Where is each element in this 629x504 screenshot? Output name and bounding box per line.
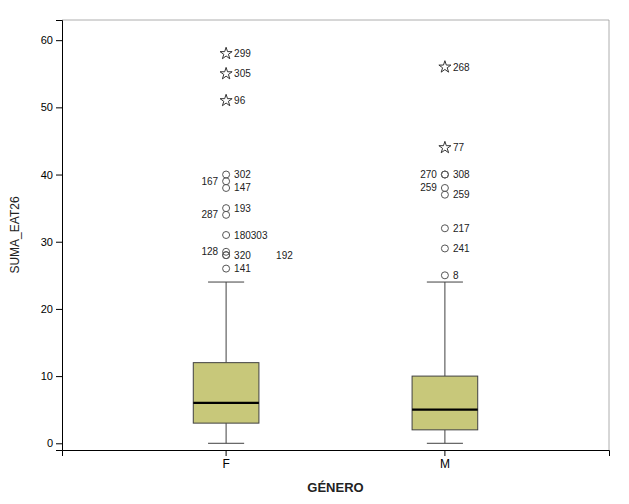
x-tick-label: F <box>222 457 229 471</box>
extreme-outlier-label: 305 <box>234 68 251 79</box>
box <box>193 363 259 423</box>
x-axis-line <box>63 451 610 457</box>
x-tick: M <box>440 450 450 471</box>
y-tick-mark <box>56 107 62 108</box>
x-axis: FM <box>63 450 610 471</box>
outlier-label: 287 <box>201 209 218 220</box>
outlier-label: 302 <box>234 169 251 180</box>
outlier <box>441 171 448 178</box>
y-tick-label: 0 <box>47 437 53 449</box>
y-tick: 50 <box>41 101 62 113</box>
y-tick: 60 <box>41 34 62 46</box>
frame-right <box>609 20 610 450</box>
whisker-high <box>444 282 445 376</box>
outlier-label: 259 <box>453 189 470 200</box>
x-tick-mark <box>444 450 445 456</box>
outlier-labels: 141 320 128 192 180303 193 287 147 167 302 96 305 29… <box>201 48 470 281</box>
outlier <box>223 252 230 259</box>
median <box>412 409 478 411</box>
outlier <box>441 225 448 232</box>
outlier <box>223 171 230 178</box>
outlier-label: 147 <box>234 182 251 193</box>
outlier-label: 320 <box>234 250 251 261</box>
x-tick: F <box>222 450 229 471</box>
outlier <box>441 191 448 198</box>
y-tick: 0 <box>47 437 62 449</box>
x-tick-mark <box>226 450 227 456</box>
outlier <box>223 178 230 185</box>
outlier-label: 193 <box>234 203 251 214</box>
outlier <box>441 171 448 178</box>
outlier-label: 270 <box>420 169 437 180</box>
y-tick-mark <box>56 309 62 310</box>
outlier-label: 241 <box>453 243 470 254</box>
y-tick-mark <box>56 40 62 41</box>
extreme-outlier <box>220 67 232 78</box>
box-group <box>412 282 478 443</box>
cap-low <box>208 443 244 444</box>
extreme-outlier <box>439 141 451 152</box>
outlier-label: 308 <box>453 169 470 180</box>
outlier-label: 180303 <box>234 230 268 241</box>
cap-high <box>208 282 244 283</box>
extreme-outlier-label: 268 <box>453 62 470 73</box>
extreme-outlier <box>439 61 451 72</box>
extreme-outlier-label: 77 <box>453 142 465 153</box>
extreme-outlier-label: 299 <box>234 48 251 59</box>
whisker-low <box>444 430 445 443</box>
y-tick-label: 30 <box>41 236 53 248</box>
outlier <box>223 205 230 212</box>
y-tick-label: 20 <box>41 303 53 315</box>
box <box>412 376 478 430</box>
y-tick-mark <box>56 175 62 176</box>
box-group <box>193 282 259 443</box>
y-tick-label: 50 <box>41 101 53 113</box>
outlier-label: 141 <box>234 263 251 274</box>
median <box>193 402 259 404</box>
x-axis-title: GÉNERO <box>307 480 363 495</box>
whisker-high <box>226 282 227 363</box>
outlier <box>223 265 230 272</box>
y-axis: 0 10 20 30 40 50 60 <box>41 21 63 451</box>
x-tick-label: M <box>440 457 450 471</box>
outlier <box>441 184 448 191</box>
y-tick-mark <box>56 376 62 377</box>
outlier <box>223 232 230 239</box>
cap-high <box>427 282 463 283</box>
outlier-label: 217 <box>453 223 470 234</box>
plot: 0102030405060FM1413201281921803031932871… <box>41 20 610 471</box>
outlier-label: 128 <box>201 246 218 257</box>
y-tick-label: 60 <box>41 34 53 46</box>
outlier-label: 192 <box>276 250 293 261</box>
cap-low <box>427 443 463 444</box>
y-axis-title: SUMA_EAT26 <box>8 196 22 273</box>
y-tick-label: 10 <box>41 370 53 382</box>
y-tick: 10 <box>41 370 62 382</box>
whisker-low <box>226 423 227 443</box>
frame-top <box>62 20 609 21</box>
outlier-label: 259 <box>420 182 437 193</box>
outlier <box>441 272 448 279</box>
outlier <box>441 245 448 252</box>
y-tick: 40 <box>41 169 62 181</box>
y-tick-mark <box>56 242 62 243</box>
chart: 0102030405060FM1413201281921803031932871… <box>0 0 629 504</box>
extreme-outlier-label: 96 <box>234 95 246 106</box>
extreme-outlier <box>220 47 232 58</box>
outlier-label: 8 <box>453 270 459 281</box>
outlier <box>223 211 230 218</box>
y-axis-line <box>56 21 63 451</box>
marks <box>193 47 477 443</box>
extreme-outlier <box>220 94 232 105</box>
outlier <box>223 184 230 191</box>
outlier-label: 167 <box>201 176 218 187</box>
y-tick: 30 <box>41 236 62 248</box>
y-tick: 20 <box>41 303 62 315</box>
y-tick-label: 40 <box>41 169 53 181</box>
y-tick-mark <box>56 443 62 444</box>
